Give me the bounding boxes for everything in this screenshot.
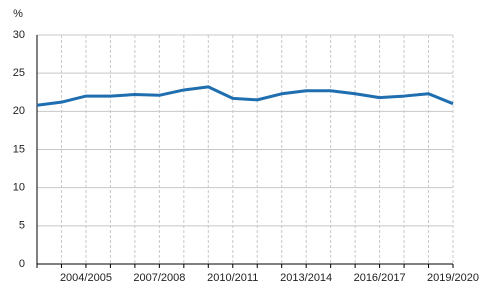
y-tick-label: 0 (19, 258, 25, 270)
x-tick-label: 2004/2005 (60, 272, 112, 284)
y-tick-label: 5 (19, 220, 25, 232)
y-tick-label: 10 (13, 182, 25, 194)
x-tick-label: 2007/2008 (133, 272, 185, 284)
x-tick-label: 2019/2020 (427, 272, 479, 284)
y-tick-label: 15 (13, 143, 25, 155)
y-tick-label: 30 (13, 29, 25, 41)
x-tick-label: 2013/2014 (280, 272, 332, 284)
y-tick-label: 25 (13, 67, 25, 79)
y-axis-label: % (13, 8, 23, 20)
x-tick-label: 2016/2017 (354, 272, 406, 284)
line (36, 85, 454, 107)
x-tick-label: 2010/2011 (207, 272, 258, 284)
y-tick-label: 20 (13, 105, 25, 117)
